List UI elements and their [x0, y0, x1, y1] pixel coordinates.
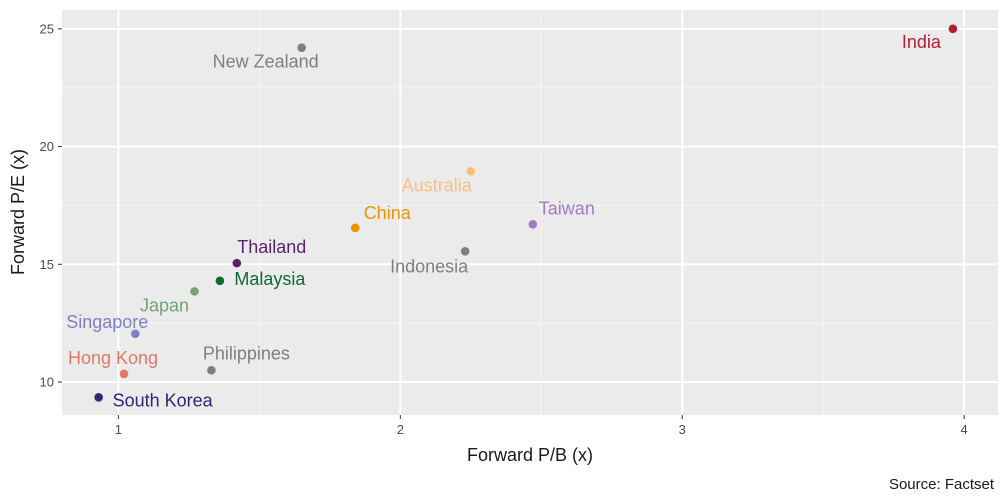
- label-new-zealand: New Zealand: [213, 52, 319, 72]
- point-south-korea: [94, 393, 103, 402]
- point-china: [350, 223, 360, 233]
- point-new-zealand: [297, 43, 306, 52]
- y-tick-label: 25: [40, 21, 54, 36]
- label-singapore: Singapore: [66, 312, 148, 332]
- point-hong-kong: [119, 369, 129, 379]
- y-tick-label: 15: [40, 257, 54, 272]
- label-philippines: Philippines: [203, 343, 290, 363]
- y-tick-label: 20: [40, 139, 54, 154]
- label-india: India: [902, 32, 942, 52]
- label-japan: Japan: [140, 295, 189, 315]
- point-japan: [190, 287, 199, 296]
- y-axis-title: Forward P/E (x): [8, 149, 28, 275]
- plot-panel: [62, 10, 998, 415]
- point-singapore: [131, 329, 140, 339]
- point-australia: [466, 166, 476, 176]
- point-philippines: [207, 365, 216, 375]
- label-malaysia: Malaysia: [234, 269, 306, 289]
- source-note: Source: Factset: [889, 476, 995, 493]
- label-australia: Australia: [402, 175, 473, 195]
- label-china: China: [364, 203, 412, 223]
- x-tick-label: 3: [679, 422, 686, 437]
- point-malaysia: [215, 276, 225, 286]
- label-south-korea: South Korea: [113, 390, 214, 410]
- x-axis-title: Forward P/B (x): [467, 445, 593, 465]
- label-hong-kong: Hong Kong: [68, 348, 158, 368]
- label-taiwan: Taiwan: [539, 198, 595, 218]
- y-tick-label: 10: [40, 375, 54, 390]
- label-thailand: Thailand: [237, 237, 306, 257]
- x-tick-label: 4: [961, 422, 968, 437]
- x-tick-label: 1: [115, 422, 122, 437]
- point-thailand: [232, 258, 242, 268]
- point-taiwan: [528, 219, 538, 229]
- label-indonesia: Indonesia: [390, 256, 469, 276]
- point-indonesia: [460, 247, 470, 256]
- point-india: [948, 24, 958, 34]
- x-tick-label: 2: [397, 422, 404, 437]
